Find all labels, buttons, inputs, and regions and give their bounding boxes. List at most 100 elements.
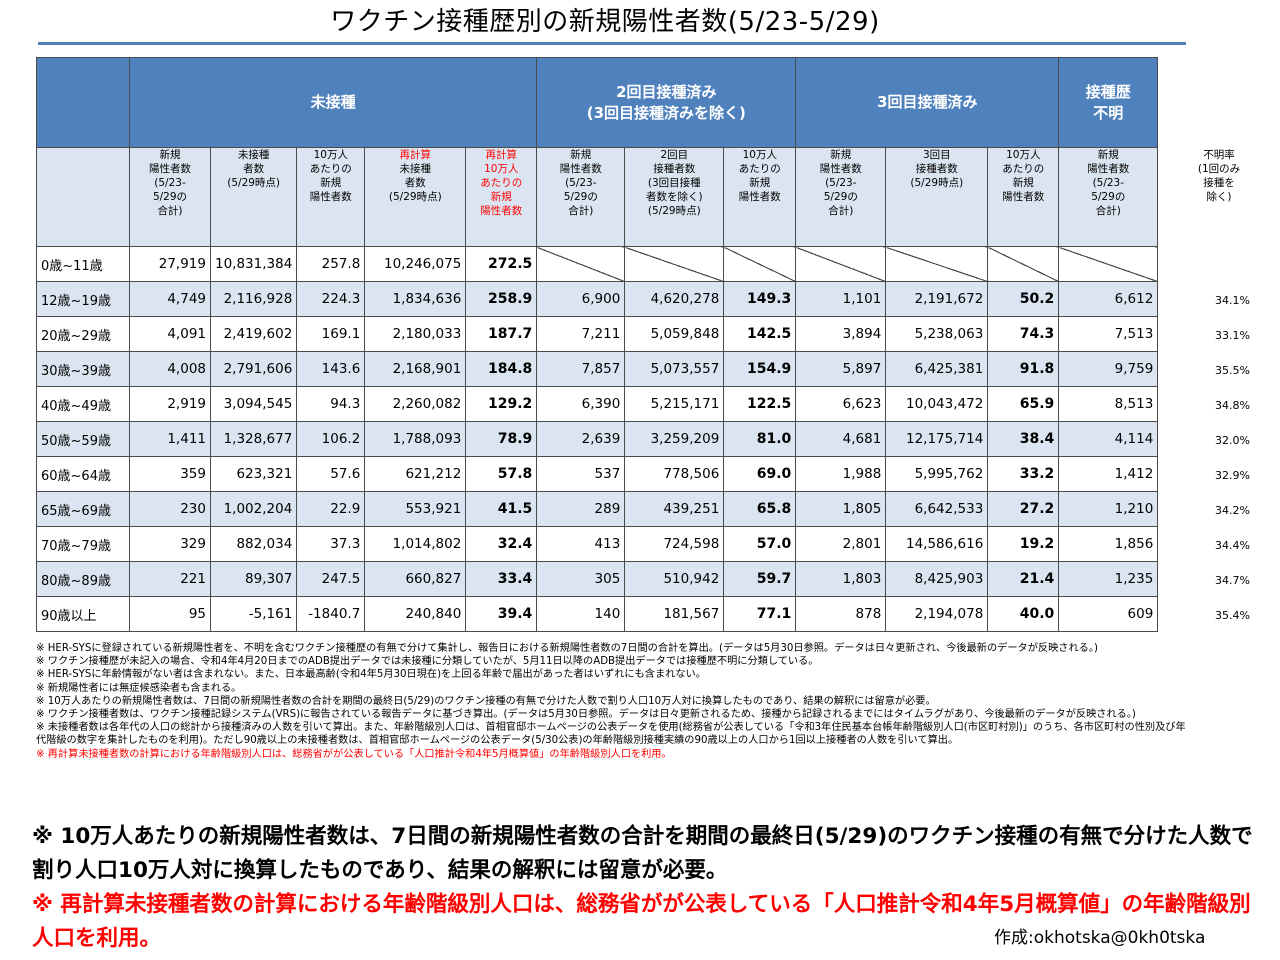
cell-d3-pop: 5,238,063 xyxy=(885,316,989,352)
cell-d2-pop: 5,073,557 xyxy=(624,351,725,387)
cell-u-rpop: 10,246,075 xyxy=(364,246,467,282)
cell-d3-cases: 5,897 xyxy=(795,351,887,387)
age-group-cell: 12歳~19歳 xyxy=(36,281,130,317)
age-group-cell: 65歳~69歳 xyxy=(36,491,130,527)
table-row: 90歳以上 95 -5,161 -1840.7 240,840 39.4 140 181,56… xyxy=(36,596,1159,632)
group-dose3: 3回目接種済み xyxy=(795,57,1060,148)
table-body: 0歳~11歳 27,919 10,831,384 257.8 10,246,075 272… xyxy=(36,246,1159,632)
cell-d3-cases xyxy=(795,246,887,282)
cell-u-rpop: 2,168,901 xyxy=(364,351,467,387)
cell-u-rpop: 2,260,082 xyxy=(364,386,467,422)
col-unk-cases: 新規 陽性者数 (5/23- 5/29の 合計) xyxy=(1058,147,1159,247)
emphasis-note-2: ※ 再計算未接種者数の計算における年齢階級別人口は、総務省がが公表している「人口… xyxy=(32,892,1251,951)
age-header-blank xyxy=(36,147,130,247)
cell-d3-rate xyxy=(987,246,1060,282)
cell-u-pop: 89,307 xyxy=(209,561,298,597)
table-row: 0歳~11歳 27,919 10,831,384 257.8 10,246,075 272… xyxy=(36,246,1159,282)
col-d3-cases: 新規 陽性者数 (5/23- 5/29の 合計) xyxy=(795,147,887,247)
cell-d2-rate: 57.0 xyxy=(723,526,797,562)
age-group-cell: 50歳~59歳 xyxy=(36,421,130,457)
table-row: 80歳~89歳 221 89,307 247.5 660,827 33.4 305 510,9… xyxy=(36,561,1159,597)
footnote: ※ HER-SYSに年齢情報がない者は含まれない。また、日本最高齢(令和4年5月… xyxy=(36,669,706,681)
cell-d2-pop: 5,215,171 xyxy=(624,386,725,422)
cell-u-pop: 1,002,204 xyxy=(209,491,298,527)
cell-u-rate: 57.6 xyxy=(296,456,366,492)
cell-d2-pop: 778,506 xyxy=(624,456,725,492)
cell-unk: 8,513 xyxy=(1058,386,1159,422)
cell-d3-pop xyxy=(885,246,989,282)
footnotes: ※ HER-SYSに登録されている新規陽性者を、不明を含むワクチン接種歴の有無で… xyxy=(36,642,1186,761)
cell-d2-rate: 59.7 xyxy=(723,561,797,597)
cell-u-rrate: 39.4 xyxy=(465,596,538,632)
page-title: ワクチン接種歴別の新規陽性者数(5/23-5/29) xyxy=(330,7,880,37)
recalc-label: 再計算 xyxy=(399,149,432,161)
emphasis-notes: ※ 10万人あたりの新規陽性者数は、7日間の新規陽性者数の合計を期間の最終日(5… xyxy=(32,820,1272,956)
footnote: ※ ワクチン接種歴が未記入の場合、令和4年4月20日までのADB提出データでは未… xyxy=(36,656,819,668)
cell-d3-pop: 8,425,903 xyxy=(885,561,989,597)
cell-d2-cases: 289 xyxy=(536,491,626,527)
age-group-cell: 40歳~49歳 xyxy=(36,386,130,422)
col-u-recalc-rate: 再計算 10万人 あたりの 新規 陽性者数 xyxy=(465,147,538,247)
cell-d2-cases: 140 xyxy=(536,596,626,632)
cell-d2-rate: 142.5 xyxy=(723,316,797,352)
cell-d2-cases: 2,639 xyxy=(536,421,626,457)
age-group-cell: 0歳~11歳 xyxy=(36,246,130,282)
author-credit: 作成:okhotska@0kh0tska xyxy=(994,928,1206,948)
cell-unk: 609 xyxy=(1058,596,1159,632)
table-row: 20歳~29歳 4,091 2,419,602 169.1 2,180,033 187.7… xyxy=(36,316,1159,352)
footnote-list: ※ HER-SYSに登録されている新規陽性者を、不明を含むワクチン接種歴の有無で… xyxy=(36,642,1186,748)
cell-u-cases: 4,091 xyxy=(129,316,211,352)
cell-d2-pop: 5,059,848 xyxy=(624,316,725,352)
cell-u-cases: 221 xyxy=(129,561,211,597)
col-d2-pop: 2回目 接種者数 (3回目接種 者数を除く) (5/29時点) xyxy=(624,147,725,247)
unknown-rate-value: 34.4% xyxy=(1215,539,1250,552)
cell-d2-pop: 724,598 xyxy=(624,526,725,562)
col-d3-rate: 10万人 あたりの 新規 陽性者数 xyxy=(987,147,1060,247)
age-group-cell: 30歳~39歳 xyxy=(36,351,130,387)
cell-u-pop: 3,094,545 xyxy=(209,386,298,422)
cell-d2-rate: 149.3 xyxy=(723,281,797,317)
cell-d3-rate: 27.2 xyxy=(987,491,1060,527)
unknown-rate-value: 32.0% xyxy=(1215,434,1250,447)
group-unknown-line2: 不明 xyxy=(1093,103,1124,122)
table-row: 60歳~64歳 359 623,321 57.6 621,212 57.8 537 778,5… xyxy=(36,456,1159,492)
col-u-recalc-pop-lines: 未接種 者数 (5/29時点) xyxy=(388,163,442,203)
cell-u-rate: 37.3 xyxy=(296,526,366,562)
cell-d3-cases: 1,101 xyxy=(795,281,887,317)
cell-d3-rate: 33.2 xyxy=(987,456,1060,492)
cell-d2-cases xyxy=(536,246,626,282)
cell-d3-cases: 1,805 xyxy=(795,491,887,527)
cell-d3-cases: 1,988 xyxy=(795,456,887,492)
col-u-rate: 10万人 あたりの 新規 陽性者数 xyxy=(296,147,366,247)
cell-u-cases: 1,411 xyxy=(129,421,211,457)
cell-d2-rate: 154.9 xyxy=(723,351,797,387)
cell-u-rpop: 660,827 xyxy=(364,561,467,597)
table-row: 65歳~69歳 230 1,002,204 22.9 553,921 41.5 289 439… xyxy=(36,491,1159,527)
cell-u-rate: 257.8 xyxy=(296,246,366,282)
footnote: ※ 10万人あたりの新規陽性者数は、7日間の新規陽性者数の合計を期間の最終日(5… xyxy=(36,695,936,707)
cell-d2-cases: 6,390 xyxy=(536,386,626,422)
cell-unk: 1,235 xyxy=(1058,561,1159,597)
cell-u-rrate: 129.2 xyxy=(465,386,538,422)
cell-d3-cases: 3,894 xyxy=(795,316,887,352)
col-u-cases: 新規 陽性者数 (5/23- 5/29の 合計) xyxy=(129,147,211,247)
cell-d3-rate: 50.2 xyxy=(987,281,1060,317)
cell-d2-rate: 69.0 xyxy=(723,456,797,492)
cell-d2-pop: 510,942 xyxy=(624,561,725,597)
cell-u-rrate: 32.4 xyxy=(465,526,538,562)
col-u-recalc-pop: 再計算 未接種 者数 (5/29時点) xyxy=(364,147,467,247)
cell-d3-pop: 6,642,533 xyxy=(885,491,989,527)
cell-u-rpop: 553,921 xyxy=(364,491,467,527)
cell-d3-pop: 12,175,714 xyxy=(885,421,989,457)
cell-d3-pop: 6,425,381 xyxy=(885,351,989,387)
vaccination-table: 未接種 2回目接種済み (3回目接種済みを除く) 3回目接種済み 接種歴 不明 … xyxy=(36,57,1159,632)
cell-d2-cases: 6,900 xyxy=(536,281,626,317)
cell-u-rate: 247.5 xyxy=(296,561,366,597)
cell-u-rate: 224.3 xyxy=(296,281,366,317)
cell-u-cases: 230 xyxy=(129,491,211,527)
cell-u-cases: 27,919 xyxy=(129,246,211,282)
cell-u-rate: 94.3 xyxy=(296,386,366,422)
table-row: 40歳~49歳 2,919 3,094,545 94.3 2,260,082 129.2 6… xyxy=(36,386,1159,422)
col-d2-rate: 10万人 あたりの 新規 陽性者数 xyxy=(723,147,797,247)
unknown-rate-column: 34.1% 33.1% 35.5% 34.8% 32.0% 32.9% 34.2% 34.4%… xyxy=(1192,283,1250,633)
